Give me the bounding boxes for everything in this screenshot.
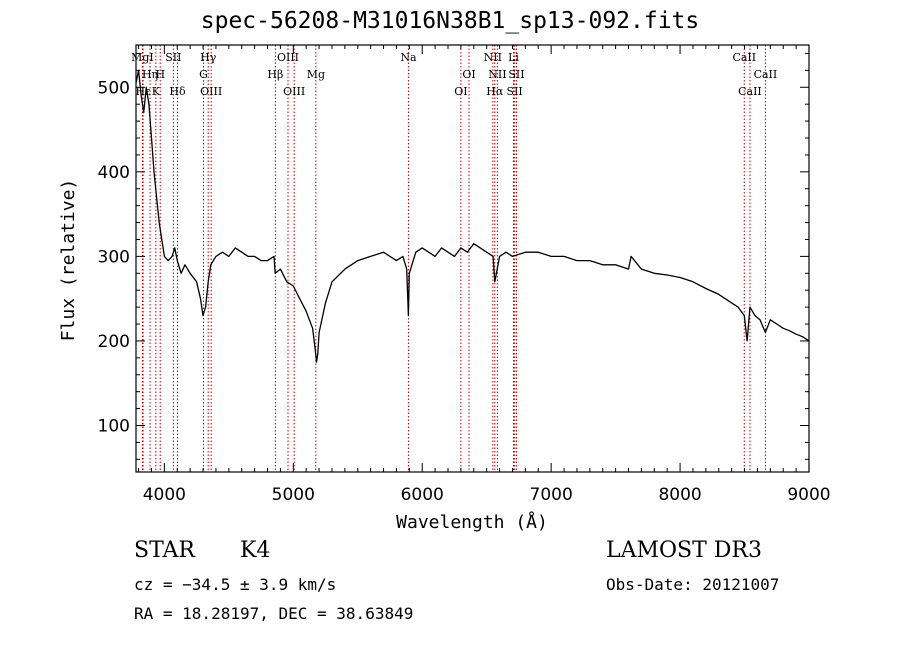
- line-markers: [141, 45, 766, 472]
- line-label: Li: [508, 51, 519, 64]
- y-tick-label: 200: [98, 332, 130, 352]
- line-label: SII: [165, 51, 181, 64]
- chart-title: spec-56208-M31016N38B1_sp13-092.fits: [200, 8, 700, 34]
- axis-ticks: [136, 45, 810, 472]
- y-tick-label: 400: [98, 163, 130, 183]
- line-label: Hα: [486, 85, 504, 98]
- line-label: SII: [508, 68, 524, 81]
- line-label: CaII: [732, 51, 756, 64]
- line-label: OIII: [277, 51, 299, 64]
- x-axis-label: Wavelength (Å): [396, 511, 548, 533]
- line-label: Hδ: [169, 85, 186, 98]
- line-label: H: [155, 68, 165, 81]
- x-tick-label: 7000: [530, 485, 573, 505]
- line-label: MgI: [131, 51, 154, 64]
- line-label: Hη: [142, 68, 158, 81]
- line-label: Hε: [135, 85, 151, 98]
- y-tick-label: 100: [98, 416, 130, 436]
- x-tick-label: 9000: [787, 485, 830, 505]
- line-label: SII: [507, 85, 523, 98]
- x-tick-label: 8000: [658, 485, 701, 505]
- line-label: Hβ: [267, 68, 283, 81]
- line-label: Na: [400, 51, 417, 64]
- survey-name: LAMOST DR3: [606, 538, 762, 563]
- line-label: CaII: [738, 85, 762, 98]
- x-tick-label: 4000: [143, 485, 186, 505]
- line-label: OI: [454, 85, 467, 98]
- ra-dec-coordinates: RA = 18.28197, DEC = 38.63849: [134, 604, 414, 623]
- line-label: K: [152, 85, 161, 98]
- spectral-subclass: K4: [240, 538, 271, 563]
- tick-labels: 4000 5000 6000 7000 8000 9000 100 200 300 400 500: [98, 78, 831, 505]
- x-tick-label: 6000: [401, 485, 444, 505]
- observation-date: Obs-Date: 20121007: [606, 575, 780, 594]
- y-tick-label: 500: [98, 78, 130, 98]
- redshift-cz: cz = −34.5 ± 3.9 km/s: [134, 575, 337, 594]
- line-label: NII: [488, 68, 506, 81]
- line-label: NII: [484, 51, 502, 64]
- line-label: CaII: [754, 68, 778, 81]
- y-tick-label: 300: [98, 247, 130, 267]
- line-label: Hγ: [200, 51, 217, 64]
- plot-frame: [135, 44, 810, 473]
- line-label: OI: [462, 68, 475, 81]
- object-class: STAR: [134, 538, 195, 563]
- spectrum-line: [135, 69, 810, 363]
- x-tick-label: 5000: [272, 485, 315, 505]
- line-label: Mg: [307, 68, 325, 81]
- line-label: OIII: [200, 85, 222, 98]
- line-label: G: [199, 68, 208, 81]
- y-axis-label: Flux (relative): [58, 179, 79, 342]
- line-label: OIII: [283, 85, 305, 98]
